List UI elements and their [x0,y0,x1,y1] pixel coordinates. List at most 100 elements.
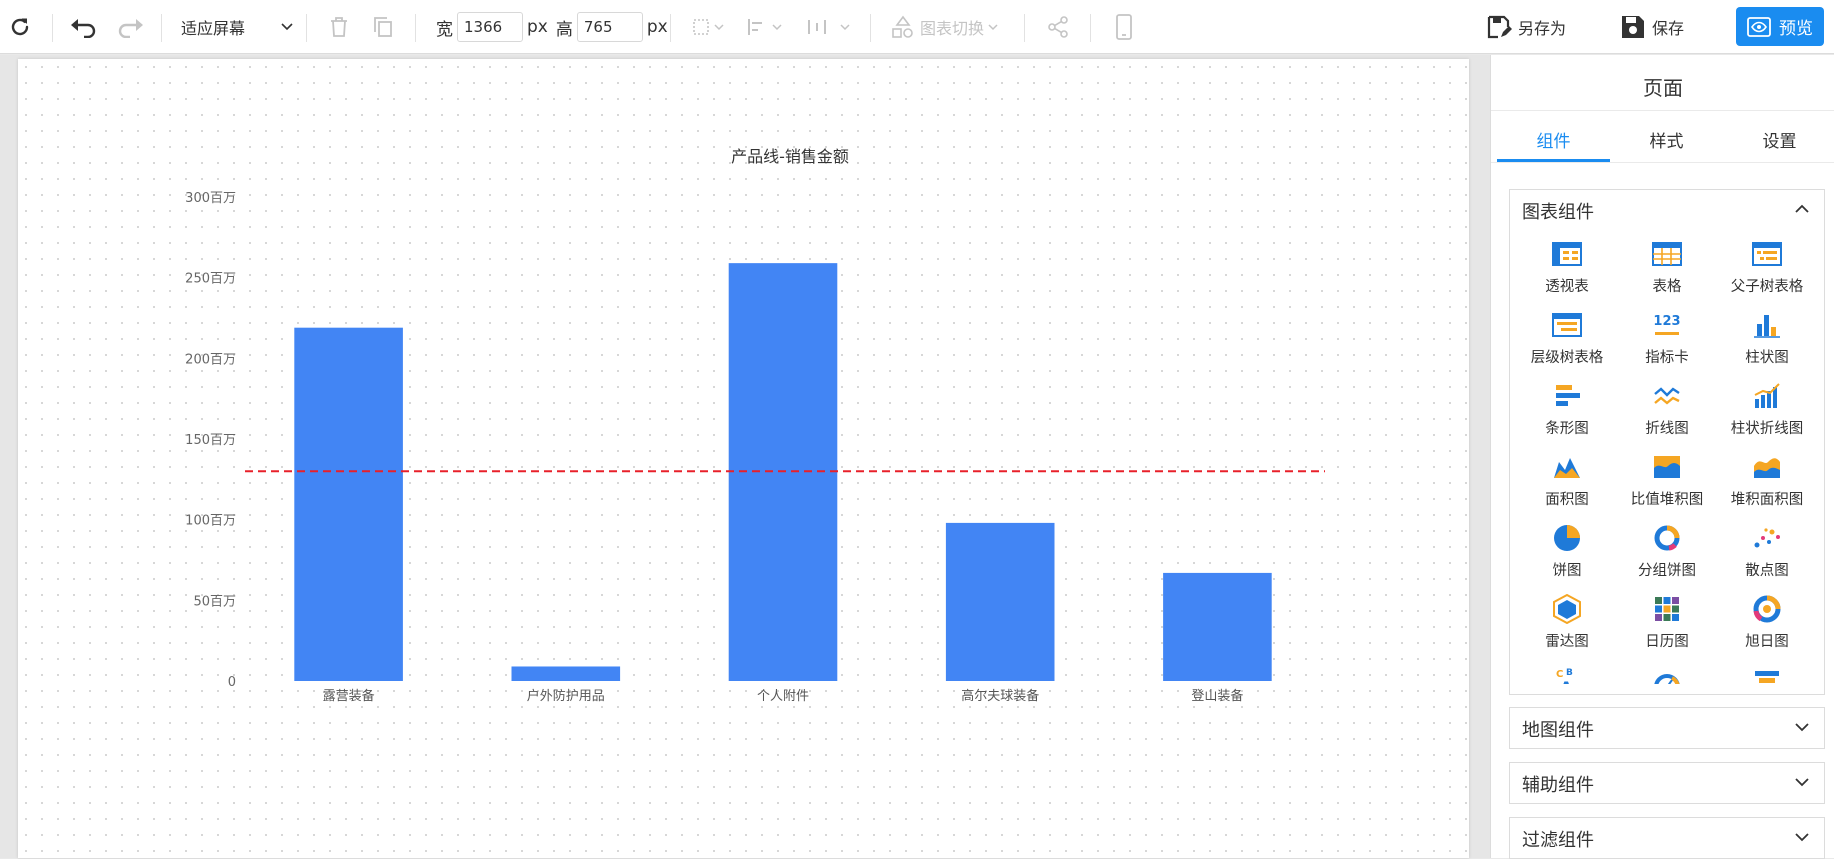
zoom-select[interactable]: 适应屏幕 [181,0,293,54]
y-tick-label: 300百万 [185,191,236,206]
preview-button[interactable]: 预览 [1736,7,1824,46]
component-label: 散点图 [1745,563,1789,579]
distribute-button[interactable] [806,0,852,54]
table-icon [1652,242,1682,266]
redo-icon [116,16,144,38]
component-item[interactable]: 条形图 [1517,381,1617,445]
height-input[interactable] [576,12,643,42]
group-label: 过滤组件 [1522,830,1594,851]
gauge-chart-icon [1654,674,1680,684]
component-label: 柱状图 [1745,350,1789,366]
bar[interactable] [511,666,621,681]
group-filter-components[interactable]: 过滤组件 [1509,817,1825,859]
hierarchy-tree-table-icon [1552,313,1582,337]
y-tick-label: 100百万 [185,514,236,529]
toolbar: 适应屏幕 宽 px 高 px [0,0,1834,54]
undo-icon [70,16,98,38]
copy-icon [373,16,393,38]
component-label: 父子树表格 [1730,279,1804,295]
stacked-area-chart-icon [1754,458,1780,478]
width-input[interactable] [457,12,523,42]
report-canvas[interactable]: 产品线-销售金额 0 50百万 100百万 150百万 200百万 250百万 300百万 … [18,59,1469,858]
component-label: 饼图 [1552,563,1582,579]
divider [670,14,671,42]
shapes-icon [891,15,915,39]
line-chart-icon [1654,387,1680,405]
component-item[interactable]: 散点图 [1717,523,1817,587]
component-item[interactable]: 分组饼图 [1617,523,1717,587]
component-label: 比值堆积图 [1630,492,1704,508]
group-label: 图表组件 [1522,202,1594,223]
grouped-pie-chart-icon [1654,525,1680,551]
delete-button[interactable] [329,0,349,54]
group-header[interactable]: 图表组件 [1510,190,1824,230]
kpi-card-icon: 123 [1653,314,1681,335]
component-item[interactable]: 旭日图 [1717,594,1817,658]
component-item[interactable]: 日历图 [1617,594,1717,658]
component-item[interactable]: 比值堆积图 [1617,452,1717,516]
component-item[interactable]: 柱状折线图 [1717,381,1817,445]
bar[interactable] [1163,572,1272,681]
canvas-area: 产品线-销售金额 0 50百万 100百万 150百万 200百万 250百万 300百万 … [0,55,1490,858]
component-item[interactable]: 123 指标卡 [1617,310,1717,374]
component-item[interactable]: 堆积面积图 [1717,452,1817,516]
layer-button[interactable] [690,0,726,54]
align-button[interactable] [746,0,784,54]
save-as-label: 另存为 [1518,19,1567,38]
component-item[interactable]: 透视表 [1517,239,1617,303]
group-auxiliary-components[interactable]: 辅助组件 [1509,762,1825,804]
chart-switch-button[interactable]: 图表切换 [891,0,998,54]
tab-components[interactable]: 组件 [1536,132,1571,152]
undo-button[interactable] [70,0,98,54]
mobile-icon [1114,14,1134,40]
save-button[interactable]: 保存 [1620,0,1684,54]
bar[interactable] [945,522,1055,681]
component-item[interactable]: 柱状图 [1717,310,1817,374]
tab-style[interactable]: 样式 [1649,132,1684,152]
copy-button[interactable] [373,0,393,54]
height-unit: px [646,17,668,37]
height-label: 高 [555,19,573,40]
component-item[interactable]: 层级树表格 [1517,310,1617,374]
bar[interactable] [294,327,403,681]
bar-chart-icon [1556,385,1580,406]
x-tick-label: 户外防护用品 [527,688,605,704]
x-tick-label: 登山装备 [1191,688,1243,704]
component-item[interactable]: 面积图 [1517,452,1617,516]
active-tab-indicator [1497,159,1610,162]
bar-chart[interactable]: 产品线-销售金额 050百万100百万150百万200百万250百万300百万 … [18,59,1469,858]
component-item[interactable]: 折线图 [1617,381,1717,445]
chevron-down-icon [281,23,293,31]
component-label: 透视表 [1545,279,1589,295]
refresh-button[interactable] [8,0,32,54]
redo-button[interactable] [116,0,144,54]
component-item[interactable]: 饼图 [1517,523,1617,587]
parent-child-tree-table-icon [1752,242,1782,266]
mobile-preview-button[interactable] [1114,0,1134,54]
component-item[interactable] [1617,665,1717,684]
chart-component-grid: 透视表 表格 父子树表格 层级树表格 123 指标卡 柱状图 [1510,232,1824,684]
component-item[interactable]: 表格 [1617,239,1717,303]
tab-settings[interactable]: 设置 [1762,132,1797,152]
calendar-chart-icon [1655,597,1679,621]
component-label: 层级树表格 [1530,350,1604,366]
divider [52,14,53,42]
area-chart-icon [1554,458,1580,478]
component-item[interactable]: 父子树表格 [1717,239,1817,303]
chevron-up-icon [1794,202,1810,220]
component-label: 旭日图 [1745,634,1789,650]
group-chart-components: 图表组件 透视表 表格 父子树表格 层级树表格 [1509,189,1825,695]
divider [1024,14,1025,42]
component-item[interactable] [1717,665,1817,684]
layer-icon [690,17,726,37]
group-map-components[interactable]: 地图组件 [1509,707,1825,749]
chart-switch-label: 图表切换 [920,19,985,38]
component-label: 条形图 [1545,421,1589,437]
divider [306,14,307,42]
component-item[interactable]: 雷达图 [1517,594,1617,658]
share-button[interactable] [1046,0,1070,54]
save-as-button[interactable]: 另存为 [1486,0,1566,54]
eye-icon [1747,16,1771,37]
save-icon [1620,14,1646,40]
